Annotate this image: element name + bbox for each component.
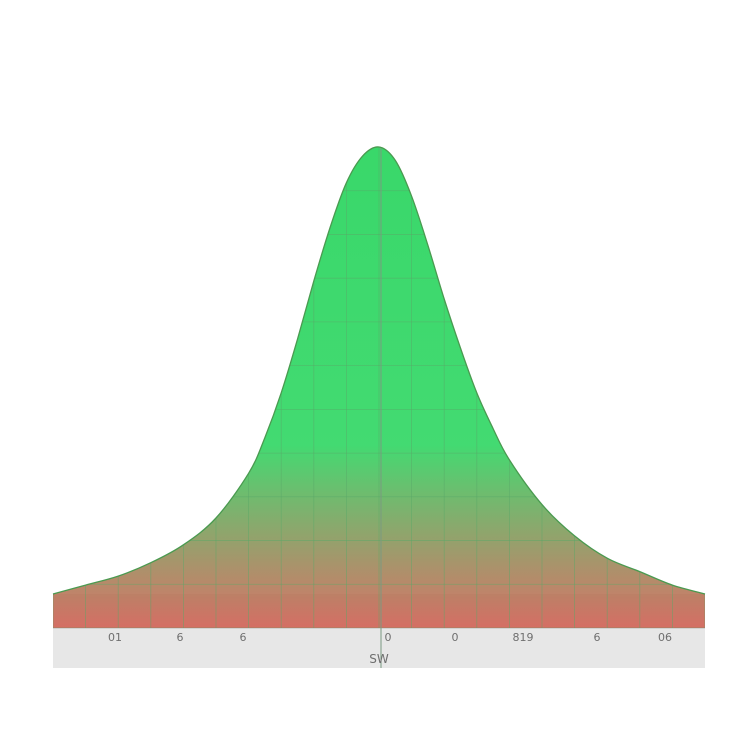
grid-layer xyxy=(53,146,705,628)
x-tick-label: 6 xyxy=(177,631,184,644)
x-tick-label: 06 xyxy=(658,631,672,644)
x-tick-label: 819 xyxy=(513,631,534,644)
x-tick-label: 0 xyxy=(452,631,459,644)
x-tick-label: 0 xyxy=(385,631,392,644)
x-tick-label: 6 xyxy=(594,631,601,644)
axis-band-rect xyxy=(53,628,705,668)
x-tick-label: 01 xyxy=(108,631,122,644)
x-tick-labels: 01 6 6 0 0 819 6 06 xyxy=(108,631,672,644)
x-tick-label: 6 xyxy=(240,631,247,644)
series-line xyxy=(52,146,706,595)
x-axis-title: SW xyxy=(369,652,389,666)
line-layer xyxy=(52,146,706,668)
